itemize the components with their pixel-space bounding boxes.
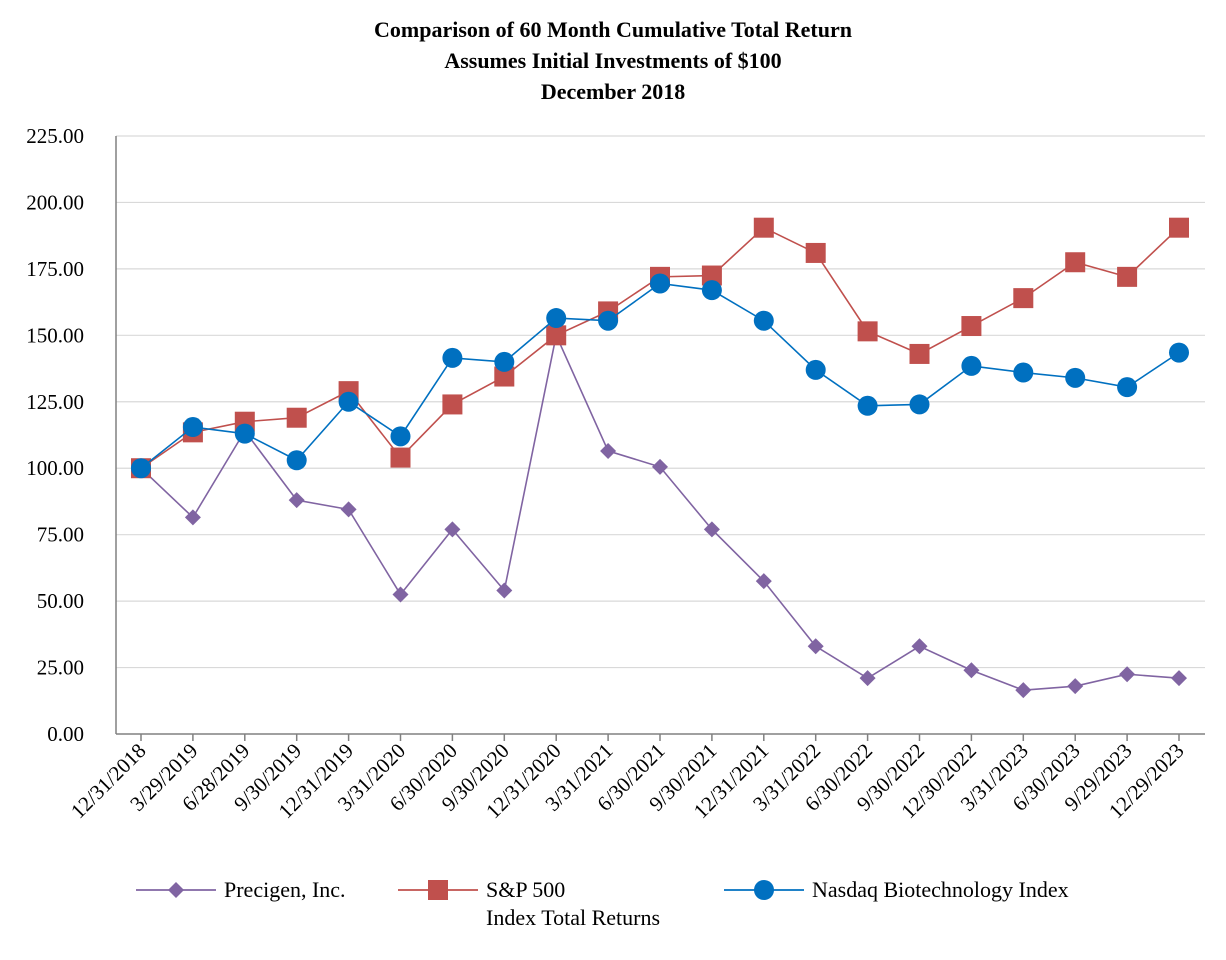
y-tick-label: 125.00 (26, 390, 84, 414)
y-tick-label: 200.00 (26, 190, 84, 214)
y-tick-label: 0.00 (47, 722, 84, 746)
legend-marker (168, 882, 184, 898)
data-point-precigen-inc (444, 521, 461, 538)
data-point-precigen-inc (600, 442, 617, 459)
chart-title: Comparison of 60 Month Cumulative Total … (374, 17, 852, 42)
data-point-nasdaq-biotechnology-index (1117, 377, 1138, 398)
data-point-s-p-500 (1013, 288, 1034, 309)
legend-swatch-precigen-inc (136, 882, 216, 898)
chart-title-block: Comparison of 60 Month Cumulative Total … (0, 14, 1226, 107)
series-layer (131, 217, 1189, 699)
data-point-nasdaq-biotechnology-index (909, 394, 930, 415)
y-tick-label: 50.00 (37, 589, 84, 613)
y-tick-label: 100.00 (26, 456, 84, 480)
data-point-nasdaq-biotechnology-index (546, 308, 567, 329)
data-point-nasdaq-biotechnology-index (131, 458, 151, 479)
chart-subtitle-2: December 2018 (540, 79, 686, 104)
legend-label-precigen: Precigen, Inc. (224, 877, 346, 902)
data-point-precigen-inc (1067, 678, 1084, 695)
data-point-s-p-500 (701, 265, 722, 286)
data-point-precigen-inc (340, 501, 357, 518)
data-point-nasdaq-biotechnology-index (182, 417, 203, 438)
data-point-nasdaq-biotechnology-index (857, 395, 878, 416)
data-point-s-p-500 (494, 366, 515, 387)
y-tick-label: 175.00 (26, 257, 84, 281)
data-point-precigen-inc (1119, 666, 1136, 683)
data-point-precigen-inc (496, 582, 513, 599)
legend-label-sp500: S&P 500 (486, 877, 566, 902)
data-point-precigen-inc (911, 638, 928, 655)
data-point-precigen-inc (703, 521, 720, 538)
data-point-precigen-inc (652, 458, 668, 475)
data-point-s-p-500 (1169, 217, 1189, 238)
data-point-precigen-inc (288, 492, 305, 509)
legend-label-nasdaq-biotech: Nasdaq Biotechnology Index (812, 877, 1069, 902)
legend-swatch-s-p-500 (398, 880, 478, 900)
data-point-nasdaq-biotechnology-index (390, 426, 411, 447)
data-point-precigen-inc (392, 586, 409, 603)
data-point-nasdaq-biotechnology-index (1169, 342, 1189, 363)
series-line-precigen-inc (140, 332, 1180, 691)
legend-label-sp500-line2: Index Total Returns (486, 905, 661, 930)
y-tick-label: 75.00 (37, 523, 84, 547)
data-point-precigen-inc (184, 509, 201, 526)
data-point-nasdaq-biotechnology-index (494, 351, 515, 372)
legend-marker (428, 880, 448, 900)
data-point-s-p-500 (909, 343, 930, 364)
legend-marker (754, 880, 774, 900)
y-tick-label: 225.00 (26, 124, 84, 148)
legend (136, 880, 804, 900)
data-point-s-p-500 (857, 321, 878, 342)
data-point-nasdaq-biotechnology-index (598, 310, 619, 331)
data-point-precigen-inc (1171, 670, 1187, 687)
data-point-nasdaq-biotechnology-index (701, 280, 722, 301)
data-point-precigen-inc (1015, 682, 1032, 699)
series-precigen-inc (133, 327, 1187, 699)
data-point-nasdaq-biotechnology-index (961, 355, 982, 376)
data-point-nasdaq-biotechnology-index (1013, 362, 1034, 383)
data-point-nasdaq-biotechnology-index (286, 450, 307, 471)
data-point-s-p-500 (961, 316, 982, 337)
data-point-nasdaq-biotechnology-index (338, 391, 359, 412)
data-point-precigen-inc (755, 573, 772, 590)
grid-lines (116, 135, 1205, 669)
data-point-s-p-500 (390, 447, 411, 468)
data-point-s-p-500 (442, 394, 463, 415)
legend-swatch-nasdaq-biotechnology-index (724, 880, 804, 900)
data-point-nasdaq-biotechnology-index (234, 423, 255, 444)
data-point-nasdaq-biotechnology-index (650, 273, 670, 294)
data-point-nasdaq-biotechnology-index (753, 310, 774, 331)
data-point-precigen-inc (807, 638, 824, 655)
data-point-s-p-500 (805, 242, 826, 263)
series-s-p-500 (131, 217, 1189, 479)
data-point-s-p-500 (1065, 252, 1086, 273)
y-tick-labels: 0.00 25.00 50.00 75.00 100.00 125.00 150.00 175… (26, 124, 84, 746)
x-tick-labels: 12/31/20183/29/20196/28/20199/30/201912/… (66, 739, 1189, 824)
series-line-s-p-500 (140, 226, 1180, 469)
data-point-nasdaq-biotechnology-index (1065, 367, 1086, 388)
chart-subtitle-1: Assumes Initial Investments of $100 (444, 48, 782, 73)
data-point-precigen-inc (963, 662, 980, 679)
data-point-nasdaq-biotechnology-index (805, 359, 826, 380)
data-point-s-p-500 (1117, 266, 1138, 287)
data-point-nasdaq-biotechnology-index (442, 347, 463, 368)
data-point-s-p-500 (286, 407, 307, 428)
y-tick-label: 25.00 (37, 656, 84, 680)
y-tick-label: 150.00 (26, 323, 84, 347)
data-point-precigen-inc (859, 670, 876, 687)
data-point-s-p-500 (753, 217, 774, 238)
chart-axes (115, 136, 1205, 741)
data-point-s-p-500 (546, 325, 567, 346)
series-nasdaq-biotechnology-index (131, 273, 1189, 479)
